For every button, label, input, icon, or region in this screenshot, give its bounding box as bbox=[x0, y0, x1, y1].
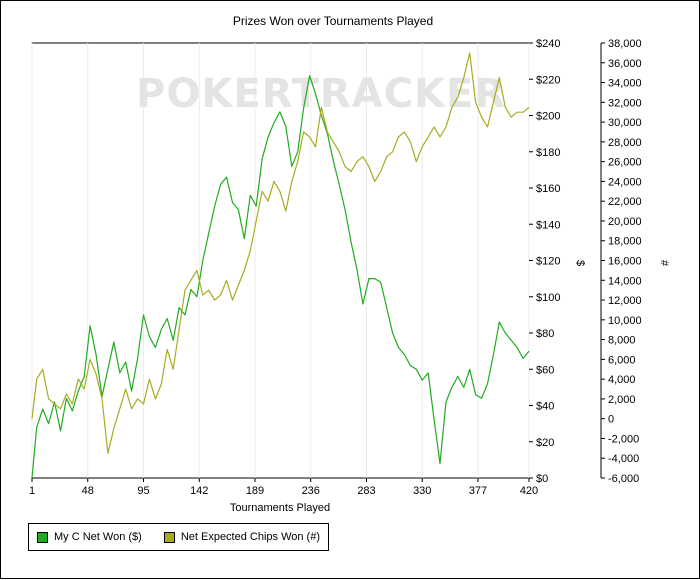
y2-tick-label-38-000: 38,000 bbox=[608, 38, 642, 50]
legend-swatch-expected-chips bbox=[163, 531, 175, 543]
x-tick-label-236: 236 bbox=[302, 485, 320, 497]
y2-tick-label-28-000: 28,000 bbox=[608, 137, 642, 149]
y2-tick-label-16-000: 16,000 bbox=[608, 256, 642, 268]
x-tick-label-330: 330 bbox=[413, 485, 431, 497]
y-tick-label-100: $100 bbox=[536, 292, 560, 304]
series-line-expected-chips bbox=[31, 52, 530, 454]
y2-tick-label-36-000: 36,000 bbox=[608, 58, 642, 70]
legend-label-net-won: My C Net Won ($) bbox=[54, 531, 142, 543]
y2-tick-label-24-000: 24,000 bbox=[608, 176, 642, 188]
y2-tick-label-14-000: 14,000 bbox=[608, 275, 642, 287]
y2-tick-label-2-000: -2,000 bbox=[608, 433, 639, 445]
y2-tick-label-20-000: 20,000 bbox=[608, 216, 642, 228]
y2-tick-label-4-000: -4,000 bbox=[608, 453, 639, 465]
x-tick-label-420: 420 bbox=[520, 485, 538, 497]
legend: My C Net Won ($) Net Expected Chips Won … bbox=[28, 523, 330, 551]
y2-tick-label-8-000: 8,000 bbox=[608, 335, 636, 347]
x-axis-title: Tournaments Played bbox=[230, 502, 330, 514]
y-tick-label-80: $80 bbox=[536, 328, 554, 340]
y2-tick-label-2-000: 2,000 bbox=[608, 394, 636, 406]
y-tick-label-60: $60 bbox=[536, 364, 554, 376]
y2-tick-label-32-000: 32,000 bbox=[608, 97, 642, 109]
y2-tick-label-22-000: 22,000 bbox=[608, 196, 642, 208]
y-tick-label-40: $40 bbox=[536, 401, 554, 413]
y2-tick-label-6-000: -6,000 bbox=[608, 473, 639, 485]
x-tick-label-189: 189 bbox=[246, 485, 264, 497]
chart-title: Prizes Won over Tournaments Played bbox=[233, 14, 433, 28]
y-axis-left: $0 $20 $40 $60 $80 $100 $120 $140 $160 $180 $200 $2… bbox=[529, 38, 560, 485]
y-tick-label-200: $200 bbox=[536, 111, 560, 123]
y-tick-label-20: $20 bbox=[536, 437, 554, 449]
y-tick-label-140: $140 bbox=[536, 219, 560, 231]
y-axis-left-title: $ bbox=[574, 260, 586, 266]
y-axis-right: -6,000 -4,000 -2,000 0 2,000 4,000 6,000 8,000 1… bbox=[600, 38, 642, 485]
legend-swatch-net-won bbox=[37, 531, 48, 543]
x-tick-label-377: 377 bbox=[469, 485, 487, 497]
legend-label-expected-chips: Net Expected Chips Won (#) bbox=[180, 531, 321, 543]
x-tick-label-1: 1 bbox=[29, 485, 35, 497]
y2-tick-label-18-000: 18,000 bbox=[608, 236, 642, 248]
x-tick-label-95: 95 bbox=[137, 485, 149, 497]
y-tick-label-220: $220 bbox=[536, 74, 560, 86]
legend-item-expected-chips: Net Expected Chips Won (#) bbox=[163, 531, 321, 543]
y2-tick-label-12-000: 12,000 bbox=[608, 295, 642, 307]
y2-tick-label-10-000: 10,000 bbox=[608, 315, 642, 327]
legend-item-net-won: My C Net Won ($) bbox=[37, 531, 142, 543]
y2-tick-label-26-000: 26,000 bbox=[608, 157, 642, 169]
x-tick-label-48: 48 bbox=[82, 485, 94, 497]
y-tick-label-0: $0 bbox=[536, 473, 548, 485]
y-tick-label-240: $240 bbox=[536, 38, 560, 50]
series-lines bbox=[31, 52, 530, 479]
series-line-net-won bbox=[31, 74, 530, 479]
x-axis: 1 48 95 142 189 236 283 330 377 420 bbox=[29, 478, 538, 497]
y-tick-label-120: $120 bbox=[536, 256, 560, 268]
y2-tick-label-0: 0 bbox=[608, 414, 614, 426]
y-tick-label-180: $180 bbox=[536, 147, 560, 159]
x-tick-label-142: 142 bbox=[190, 485, 208, 497]
y2-tick-label-4-000: 4,000 bbox=[608, 374, 636, 386]
y-axis-right-title: # bbox=[658, 260, 670, 267]
y2-tick-label-34-000: 34,000 bbox=[608, 78, 642, 90]
y2-tick-label-6-000: 6,000 bbox=[608, 354, 636, 366]
x-tick-label-283: 283 bbox=[357, 485, 375, 497]
y2-tick-label-30-000: 30,000 bbox=[608, 117, 642, 129]
y-tick-label-160: $160 bbox=[536, 183, 560, 195]
